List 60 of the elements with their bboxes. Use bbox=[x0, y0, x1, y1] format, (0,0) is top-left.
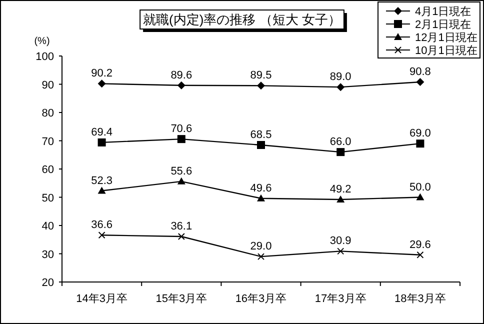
point bbox=[416, 251, 424, 258]
x-tick-label: 14年3月卒 bbox=[76, 292, 128, 305]
x-tick-label: 15年3月卒 bbox=[156, 292, 208, 305]
data-label: 55.6 bbox=[170, 165, 192, 178]
legend-label: 2月1日現在 bbox=[415, 19, 472, 31]
point bbox=[257, 194, 265, 202]
x-tick-label: 18年3月卒 bbox=[394, 292, 446, 305]
data-label: 30.9 bbox=[330, 235, 352, 248]
y-tick-label: 40 bbox=[42, 220, 54, 232]
point bbox=[416, 193, 424, 200]
point bbox=[337, 248, 344, 255]
legend-label: 12月1日現在 bbox=[415, 32, 478, 44]
y-tick-label: 20 bbox=[42, 277, 54, 289]
point bbox=[336, 83, 345, 92]
point bbox=[416, 140, 424, 148]
data-label: 36.1 bbox=[170, 220, 192, 233]
x-tick-label: 16年3月卒 bbox=[235, 292, 287, 305]
y-tick-label: 50 bbox=[42, 192, 54, 204]
data-label: 29.0 bbox=[250, 240, 272, 253]
y-tick-label: 90 bbox=[42, 79, 54, 92]
data-label: 68.5 bbox=[250, 128, 272, 141]
data-label: 52.3 bbox=[91, 174, 113, 187]
point bbox=[98, 138, 106, 146]
data-label: 49.2 bbox=[330, 184, 352, 196]
y-tick-label: 70 bbox=[42, 136, 54, 148]
y-axis-title: (%) bbox=[34, 36, 50, 47]
point bbox=[258, 253, 264, 260]
y-tick-label: 30 bbox=[42, 248, 54, 261]
point bbox=[98, 186, 106, 194]
legend-label: 10月1日現在 bbox=[415, 45, 478, 57]
legend-label: 4月1日現在 bbox=[415, 6, 472, 18]
point bbox=[257, 82, 265, 90]
data-label: 50.0 bbox=[409, 181, 431, 194]
point bbox=[177, 177, 186, 184]
point bbox=[98, 232, 106, 239]
point bbox=[336, 148, 345, 156]
x-tick-label: 17年3月卒 bbox=[314, 292, 366, 305]
data-label: 90.2 bbox=[91, 68, 113, 80]
data-label: 90.8 bbox=[409, 66, 431, 78]
data-label: 66.0 bbox=[330, 136, 352, 148]
data-label: 89.6 bbox=[170, 69, 192, 82]
data-label: 69.4 bbox=[91, 126, 113, 138]
y-tick-label: 100 bbox=[36, 51, 54, 63]
y-tick-label: 60 bbox=[42, 164, 54, 176]
data-label: 70.6 bbox=[170, 123, 192, 136]
point bbox=[257, 140, 265, 149]
data-label: 36.6 bbox=[91, 219, 113, 232]
data-label: 89.0 bbox=[330, 71, 352, 84]
data-label: 69.0 bbox=[409, 128, 431, 140]
data-label: 49.6 bbox=[250, 182, 272, 194]
point bbox=[336, 196, 345, 203]
point bbox=[178, 233, 185, 240]
point bbox=[416, 78, 424, 86]
data-label: 89.5 bbox=[250, 70, 272, 82]
data-label: 29.6 bbox=[409, 238, 431, 251]
chart-title: 就職(内定)率の推移 （短大 女子） bbox=[143, 12, 341, 27]
point bbox=[177, 81, 186, 90]
y-tick-label: 80 bbox=[42, 108, 54, 120]
point bbox=[177, 135, 186, 144]
point bbox=[98, 80, 106, 88]
